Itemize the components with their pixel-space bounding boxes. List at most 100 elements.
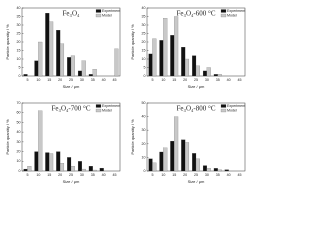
x-tick-label: 40 (102, 78, 106, 82)
y-tick-label: 30 (17, 23, 21, 27)
x-tick-label: 30 (80, 173, 84, 177)
x-tick-label: 25 (69, 173, 73, 177)
x-tick-label: 45 (238, 173, 242, 177)
y-tick-label: 10 (142, 57, 146, 61)
y-tick-label: 40 (17, 130, 21, 134)
x-tick-label: 25 (194, 78, 198, 82)
bar (170, 140, 175, 172)
y-axis-label: Particle quantity / % (130, 119, 135, 155)
legend-label: Experiment (102, 9, 120, 13)
x-tick-label: 35 (91, 173, 95, 177)
bar (70, 55, 75, 77)
x-tick-label: 40 (227, 78, 231, 82)
x-tick-label: 40 (102, 173, 106, 177)
x-tick-label: 20 (183, 78, 187, 82)
legend-swatch (95, 9, 102, 13)
bar (163, 147, 168, 172)
bar (213, 168, 218, 172)
bar (206, 67, 211, 77)
bar (152, 162, 157, 172)
y-tick-label: 25 (17, 31, 21, 35)
bar (56, 30, 61, 77)
x-axis-label: Size / μm (63, 84, 80, 89)
bar (56, 151, 61, 172)
x-tick-label: 5 (26, 173, 28, 177)
x-tick-label: 15 (47, 78, 51, 82)
x-axis-label: Size / μm (63, 179, 80, 184)
x-tick-label: 5 (151, 78, 153, 82)
bar (23, 74, 28, 77)
bar (159, 151, 164, 172)
x-tick-label: 25 (69, 78, 73, 82)
bar (159, 40, 164, 77)
y-tick-label: 20 (142, 40, 146, 44)
y-tick-label: 60 (17, 111, 21, 115)
y-tick-label: 30 (142, 128, 146, 132)
y-tick-label: 20 (142, 142, 146, 146)
bar (60, 163, 65, 172)
legend-swatch (95, 104, 102, 108)
bar (114, 48, 119, 77)
y-tick-label: 50 (142, 101, 146, 105)
legend-swatch (95, 108, 102, 113)
x-tick-label: 45 (113, 78, 117, 82)
bar (92, 69, 97, 77)
bar (152, 38, 157, 77)
y-tick-label: 70 (17, 101, 21, 105)
bar (88, 74, 93, 77)
bar (70, 166, 75, 172)
figure: 0 5 10 15 20 25 30 35 40 5 10 15 20 25 30 35 40 45 Fe₃O₄ Si… (5, 6, 246, 184)
x-tick-label: 20 (58, 173, 62, 177)
bar (202, 165, 207, 172)
bar (170, 35, 175, 77)
y-tick-label: 15 (142, 48, 146, 52)
bar (88, 166, 93, 172)
x-tick-label: 25 (194, 173, 198, 177)
bar (34, 151, 39, 172)
x-tick-label: 30 (205, 78, 209, 82)
legend-label: Experiment (227, 9, 245, 13)
bar (60, 43, 65, 77)
bar (192, 153, 197, 172)
x-tick-label: 35 (216, 78, 220, 82)
bar (99, 167, 104, 172)
bar (67, 57, 72, 77)
legend-label: Model (227, 13, 237, 17)
x-axis-label: Size / μm (188, 84, 205, 89)
y-axis-label: Particle quantity / % (5, 119, 10, 155)
bar (148, 53, 153, 77)
y-tick-label: 10 (17, 57, 21, 61)
y-tick-label: 25 (142, 31, 146, 35)
y-tick-label: 0 (144, 169, 146, 173)
x-tick-label: 10 (161, 173, 165, 177)
bar (92, 169, 97, 172)
bar (181, 46, 186, 77)
bar (67, 157, 72, 172)
y-tick-label: 0 (19, 74, 21, 78)
x-tick-label: 10 (36, 78, 40, 82)
bar (77, 70, 82, 77)
x-tick-label: 15 (172, 78, 176, 82)
y-axis-label: Particle quantity / % (130, 24, 135, 60)
bar (195, 158, 200, 172)
bar (181, 139, 186, 172)
bar (23, 168, 28, 172)
y-tick-label: 10 (17, 159, 21, 163)
bar (195, 65, 200, 77)
bar (81, 168, 86, 172)
x-tick-label: 20 (58, 78, 62, 82)
y-tick-label: 15 (17, 48, 21, 52)
legend-swatch (95, 13, 102, 18)
x-tick-label: 45 (238, 78, 242, 82)
bar (185, 58, 190, 77)
legend-label: Model (227, 108, 237, 112)
legend-label: Model (102, 13, 112, 17)
legend-label: Experiment (102, 104, 120, 108)
y-tick-label: 5 (144, 65, 146, 69)
bar (192, 55, 197, 77)
legend-swatch (220, 9, 227, 13)
bar (174, 116, 179, 172)
bar (185, 142, 190, 172)
x-tick-label: 35 (91, 78, 95, 82)
bar (38, 41, 43, 77)
